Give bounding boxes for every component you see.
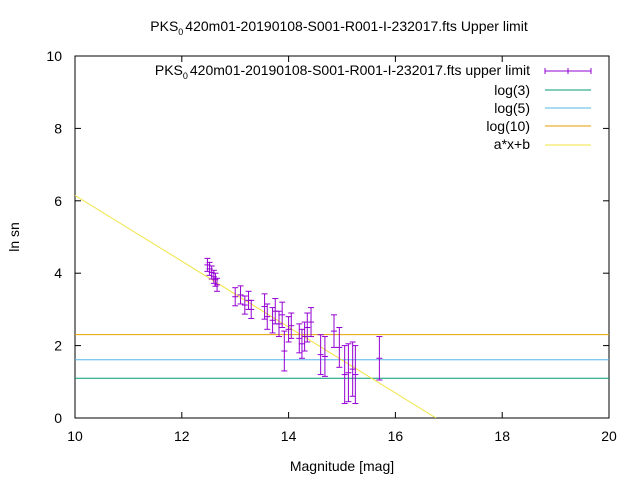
axis-ticks: 10 12 14 16 18 20 0 2 4 6 8 10 — [46, 48, 617, 444]
data-point — [301, 321, 308, 352]
chart-title-prefix: PKS — [150, 18, 178, 34]
legend-label-upper-limit-prefix: PKS — [155, 62, 183, 78]
data-point — [352, 345, 359, 405]
data-point — [261, 293, 268, 320]
data-point — [321, 336, 328, 377]
data-point — [298, 328, 305, 359]
data-point — [376, 336, 383, 381]
data-point — [341, 345, 348, 405]
data-point — [281, 330, 288, 372]
data-point — [237, 285, 244, 305]
y-tick-label-1: 2 — [54, 338, 62, 354]
data-point — [349, 341, 356, 397]
y-tick-label-0: 0 — [54, 410, 62, 426]
data-point — [241, 295, 248, 315]
legend-label-log5: log(5) — [494, 100, 530, 116]
x-tick-label-3: 16 — [388, 428, 404, 444]
legend: PKS0 420m01-20190108-S001-R001-I-232017.f… — [155, 62, 592, 152]
data-point — [279, 301, 286, 328]
legend-label-fit: a*x+b — [494, 136, 530, 152]
legend-label-upper-limit: PKS0 420m01-20190108-S001-R001-I-232017.f… — [155, 62, 530, 81]
data-point — [288, 312, 295, 339]
x-tick-label-5: 20 — [601, 428, 617, 444]
data-point — [285, 316, 292, 343]
y-tick-label-4: 8 — [54, 120, 62, 136]
data-layer — [75, 194, 609, 418]
legend-label-upper-limit-suffix: 420m01-20190108-S001-R001-I-232017.fts u… — [190, 62, 530, 78]
legend-label-log3: log(3) — [494, 82, 530, 98]
data-point — [275, 310, 282, 338]
plot-frame — [74, 55, 610, 419]
x-tick-label-1: 12 — [174, 428, 190, 444]
x-tick-label-0: 10 — [67, 428, 83, 444]
data-point — [304, 312, 311, 343]
data-point — [330, 314, 337, 348]
data-point — [296, 323, 303, 354]
y-axis-label: ln sn — [6, 222, 22, 252]
chart-title-suffix: 420m01-20190108-S001-R001-I-232017.fts U… — [185, 18, 528, 34]
legend-label-log10: log(10) — [486, 118, 530, 134]
chart-title-subscript: 0 — [178, 27, 183, 37]
y-tick-label-5: 10 — [46, 48, 62, 64]
data-point — [269, 307, 276, 334]
data-point — [308, 307, 315, 338]
data-point — [264, 303, 271, 330]
fit-line — [75, 194, 437, 418]
data-point — [345, 343, 352, 403]
x-axis-label: Magnitude [mag] — [290, 458, 394, 474]
x-tick-label-4: 18 — [494, 428, 510, 444]
data-point — [232, 287, 239, 307]
data-point — [317, 334, 324, 376]
y-tick-label-2: 4 — [54, 265, 62, 281]
data-point — [248, 299, 255, 319]
x-tick-label-2: 14 — [281, 428, 297, 444]
data-point — [336, 327, 343, 368]
chart-title: PKS0 420m01-20190108-S001-R001-I-232017.f… — [150, 18, 528, 37]
y-tick-label-3: 6 — [54, 193, 62, 209]
legend-label-upper-limit-subscript: 0 — [183, 71, 188, 81]
data-point — [214, 277, 221, 292]
